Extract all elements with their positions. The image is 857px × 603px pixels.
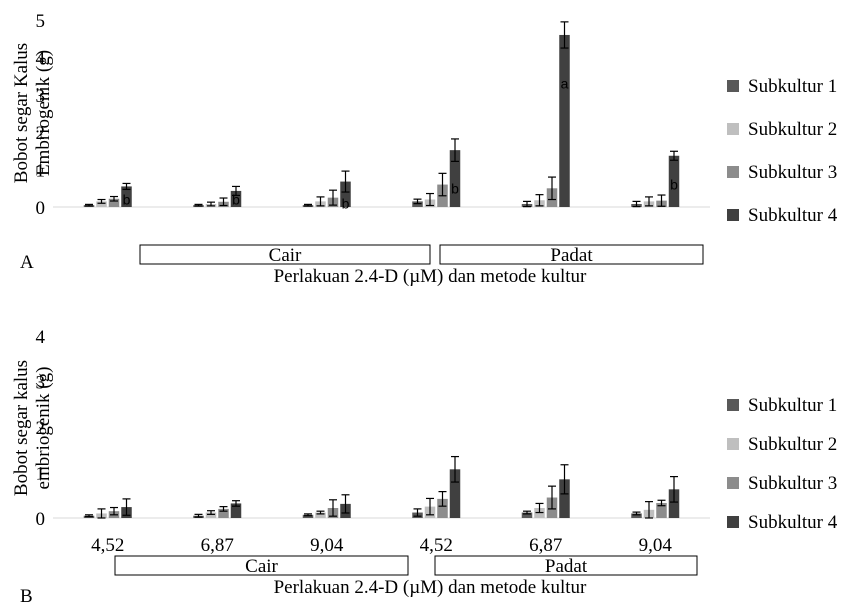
bar bbox=[121, 186, 132, 207]
y-axis-label-line: Bobot segar Kalus bbox=[11, 43, 32, 183]
legend-label: Subkultur 1 bbox=[748, 76, 837, 97]
legend-swatch bbox=[727, 123, 739, 135]
legend-swatch bbox=[727, 80, 739, 92]
x-tick-label: 9,04 bbox=[639, 535, 673, 556]
x-tick-label: 4,52 bbox=[91, 535, 124, 556]
legend-label: Subkultur 3 bbox=[748, 473, 837, 494]
bar bbox=[315, 512, 326, 518]
significance-letter: b bbox=[342, 195, 350, 211]
significance-letter: b bbox=[232, 192, 240, 208]
bar bbox=[449, 469, 461, 518]
legend-swatch bbox=[727, 438, 739, 450]
y-tick-label: 2 bbox=[36, 123, 46, 144]
bar bbox=[437, 498, 448, 518]
legend-label: Subkultur 3 bbox=[748, 162, 837, 183]
y-tick-label: 5 bbox=[36, 11, 46, 32]
x-axis-label: Perlakuan 2.4-D (µM) dan metode kultur bbox=[274, 577, 587, 598]
panel-letter: B bbox=[20, 586, 33, 603]
legend-label: Subkultur 4 bbox=[748, 512, 838, 533]
group-box bbox=[139, 244, 431, 265]
x-axis-label: Perlakuan 2.4-D (µM) dan metode kultur bbox=[274, 266, 587, 287]
group-box bbox=[439, 244, 704, 265]
x-tick-label: 6,87 bbox=[529, 535, 562, 556]
x-tick-label: 9,04 bbox=[310, 535, 344, 556]
significance-letter: a bbox=[561, 76, 569, 92]
bar bbox=[230, 503, 242, 518]
significance-letter: b bbox=[451, 180, 459, 196]
group-label: Padat bbox=[550, 245, 593, 266]
group-box bbox=[114, 555, 409, 576]
y-tick-label: 0 bbox=[36, 509, 46, 530]
bar bbox=[668, 489, 680, 518]
y-axis-label: Bobot segar kalusembriogenik (g) bbox=[11, 360, 54, 496]
group-box bbox=[434, 555, 698, 576]
y-tick-label: 1 bbox=[36, 464, 46, 485]
y-axis-label-line: embriogenik (g) bbox=[33, 367, 54, 490]
y-tick-label: 0 bbox=[36, 198, 46, 219]
legend-label: Subkultur 4 bbox=[748, 205, 838, 226]
legend-swatch bbox=[727, 399, 739, 411]
bar bbox=[108, 198, 120, 207]
bar bbox=[631, 513, 642, 518]
bar bbox=[96, 201, 107, 207]
bar bbox=[340, 181, 351, 207]
bar bbox=[205, 512, 217, 518]
legend-label: Subkultur 1 bbox=[748, 395, 837, 416]
bar bbox=[656, 502, 667, 518]
bar bbox=[449, 150, 461, 207]
y-tick-label: 1 bbox=[36, 161, 46, 182]
x-tick-label: 6,87 bbox=[201, 535, 234, 556]
group-label: Padat bbox=[545, 556, 588, 577]
legend-label: Subkultur 2 bbox=[748, 434, 837, 455]
legend-swatch bbox=[727, 209, 739, 221]
y-axis-label-line: Bobot segar kalus bbox=[11, 360, 32, 496]
legend-swatch bbox=[727, 477, 739, 489]
y-axis-label: Bobot segar KalusEmbriogenik (g) bbox=[11, 43, 54, 183]
legend-label: Subkultur 2 bbox=[748, 119, 837, 140]
legend-swatch bbox=[727, 166, 739, 178]
y-axis-label-line: Embriogenik (g) bbox=[33, 50, 54, 176]
legend-swatch bbox=[727, 516, 739, 528]
bar bbox=[302, 514, 314, 518]
bar bbox=[521, 512, 533, 518]
bar bbox=[230, 190, 242, 207]
y-tick-label: 2 bbox=[36, 418, 46, 439]
y-tick-label: 4 bbox=[36, 48, 46, 69]
panel-letter: A bbox=[20, 252, 34, 273]
bar bbox=[559, 479, 570, 518]
x-tick-label: 4,52 bbox=[420, 535, 453, 556]
group-label: Cair bbox=[269, 245, 302, 266]
bar bbox=[668, 155, 680, 207]
significance-letter: b bbox=[123, 192, 131, 208]
group-label: Cair bbox=[245, 556, 278, 577]
bar bbox=[559, 34, 570, 208]
significance-letter: b bbox=[670, 177, 678, 193]
y-tick-label: 4 bbox=[36, 327, 46, 348]
bar bbox=[218, 508, 229, 518]
y-tick-label: 3 bbox=[36, 86, 46, 107]
y-tick-label: 3 bbox=[36, 373, 46, 394]
